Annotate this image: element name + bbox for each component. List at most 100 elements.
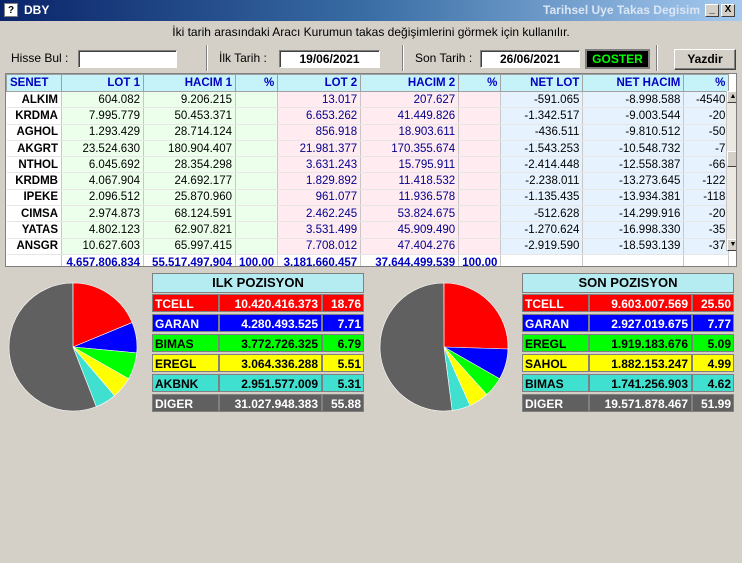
table-cell: AKGRT [6,140,62,158]
table-row[interactable]: KRDMB 4.067.904 24.692.177 1.829.892 11.418.… [6,172,730,190]
table-row[interactable]: ALKIM 604.082 9.206.215 13.017 207.627 -591.0… [6,91,730,109]
son-pozisyon-pie-chart [379,282,509,412]
table-cell: -512.628 [500,205,584,223]
table-cell: -9.003.544 [582,107,685,125]
position-value: 4.280.493.525 [219,314,322,332]
table-row[interactable]: NTHOL 6.045.692 28.354.298 3.631.243 15.795.… [6,156,730,174]
column-header[interactable]: % [458,74,502,92]
app-icon[interactable]: ? [4,3,18,17]
position-percent: 5.09 [692,334,734,352]
search-input[interactable] [78,50,177,68]
table-cell: -37 [683,238,730,255]
table-row[interactable]: AKGRT 23.524.630 180.904.407 21.981.377 170.… [6,140,730,158]
column-header[interactable]: SENET [6,74,62,92]
position-percent: 7.71 [322,314,364,332]
table-cell [235,140,279,158]
son-pozisyon-title: SON POZISYON [522,273,734,293]
table-cell: 3.531.499 [277,221,362,239]
close-button[interactable]: X [721,4,735,17]
column-header[interactable]: LOT 2 [277,74,362,92]
column-header[interactable]: HACIM 1 [143,74,236,92]
position-value: 19.571.878.467 [589,394,692,412]
table-cell: 10.627.603 [61,238,144,255]
scroll-thumb[interactable] [727,151,736,167]
table-row[interactable]: CIMSA 2.974.873 68.124.591 2.462.245 53.824.… [6,205,730,223]
table-cell: 15.795.911 [360,156,460,174]
last-date-field[interactable]: 26/06/2021 [480,50,580,68]
position-row[interactable]: DIGER 19.571.878.467 51.99 [522,394,734,412]
table-cell: YATAS [6,221,62,239]
table-cell: -18.593.139 [582,238,685,255]
table-cell: 28.714.124 [143,124,236,141]
scroll-down-arrow-icon[interactable]: ▼ [727,239,736,251]
table-cell [235,189,279,207]
position-row[interactable]: TCELL 9.603.007.569 25.50 [522,294,734,312]
total-cell: 4.657.806.834 [61,253,144,266]
position-row[interactable]: SAHOL 1.882.153.247 4.99 [522,354,734,372]
column-header[interactable]: NET LOT [500,74,584,92]
table-row[interactable]: YATAS 4.802.123 62.907.821 3.531.499 45.909.… [6,221,730,239]
position-row[interactable]: DIGER 31.027.948.383 55.88 [152,394,364,412]
table-body: ALKIM 604.082 9.206.215 13.017 207.627 -591.0… [6,91,730,266]
table-cell: KRDMA [6,107,62,125]
column-header[interactable]: % [683,74,730,92]
table-cell [235,238,279,255]
table-cell: -50 [683,124,730,141]
table-cell: -12.558.387 [582,156,685,174]
vertical-scrollbar[interactable]: ▲ ▼ [726,91,736,251]
table-cell: 2.462.245 [277,205,362,223]
table-cell: -591.065 [500,91,584,109]
first-date-field[interactable]: 19/06/2021 [279,50,380,68]
position-row[interactable]: GARAN 2.927.019.675 7.77 [522,314,734,332]
table-cell: 41.449.826 [360,107,460,125]
table-cell: -14.299.916 [582,205,685,223]
table-cell: 21.981.377 [277,140,362,158]
position-percent: 4.99 [692,354,734,372]
position-value: 9.603.007.569 [589,294,692,312]
position-row[interactable]: GARAN 4.280.493.525 7.71 [152,314,364,332]
table-cell: -10.548.732 [582,140,685,158]
table-cell: -122 [683,172,730,190]
scroll-up-arrow-icon[interactable]: ▲ [727,91,736,103]
position-percent: 4.62 [692,374,734,392]
table-cell [458,107,502,125]
table-cell [235,221,279,239]
print-button[interactable]: Yazdir [674,49,736,70]
table-row[interactable]: IPEKE 2.096.512 25.870.960 961.077 11.936.57… [6,189,730,207]
table-cell: -2.414.448 [500,156,584,174]
table-cell: -16.998.330 [582,221,685,239]
column-header[interactable]: NET HACIM [582,74,685,92]
position-value: 1.741.256.903 [589,374,692,392]
total-cell [6,253,62,266]
table-row[interactable]: KRDMA 7.995.779 50.453.371 6.653.262 41.449.… [6,107,730,125]
search-label: Hisse Bul : [11,51,69,65]
table-cell: 53.824.675 [360,205,460,223]
position-percent: 18.76 [322,294,364,312]
total-cell: 100,00 [458,253,502,266]
position-row[interactable]: BIMAS 3.772.726.325 6.79 [152,334,364,352]
position-row[interactable]: TCELL 10.420.416.373 18.76 [152,294,364,312]
table-cell: -118 [683,189,730,207]
table-cell [458,91,502,109]
position-value: 3.772.726.325 [219,334,322,352]
table-cell: 13.017 [277,91,362,109]
position-row[interactable]: EREGL 1.919.183.676 5.09 [522,334,734,352]
table-cell: -1.270.624 [500,221,584,239]
column-header[interactable]: LOT 1 [61,74,144,92]
column-header[interactable]: HACIM 2 [360,74,460,92]
position-row[interactable]: AKBNK 2.951.577.009 5.31 [152,374,364,392]
pie-slice-tcell [72,282,133,348]
show-button[interactable]: GOSTER [585,49,650,69]
table-cell: NTHOL [6,156,62,174]
table-cell [235,172,279,190]
column-header[interactable]: % [234,74,279,92]
minimize-button[interactable]: _ [705,4,719,17]
table-cell: 6.045.692 [61,156,144,174]
position-name: EREGL [522,334,589,352]
table-cell: -436.511 [500,124,584,141]
position-row[interactable]: EREGL 3.064.336.288 5.51 [152,354,364,372]
table-row[interactable]: ANSGR 10.627.603 65.997.415 7.708.012 47.404… [6,238,730,255]
table-row[interactable]: AGHOL 1.293.429 28.714.124 856.918 18.903.61… [6,124,730,141]
table-cell [458,124,502,141]
position-row[interactable]: BIMAS 1.741.256.903 4.62 [522,374,734,392]
